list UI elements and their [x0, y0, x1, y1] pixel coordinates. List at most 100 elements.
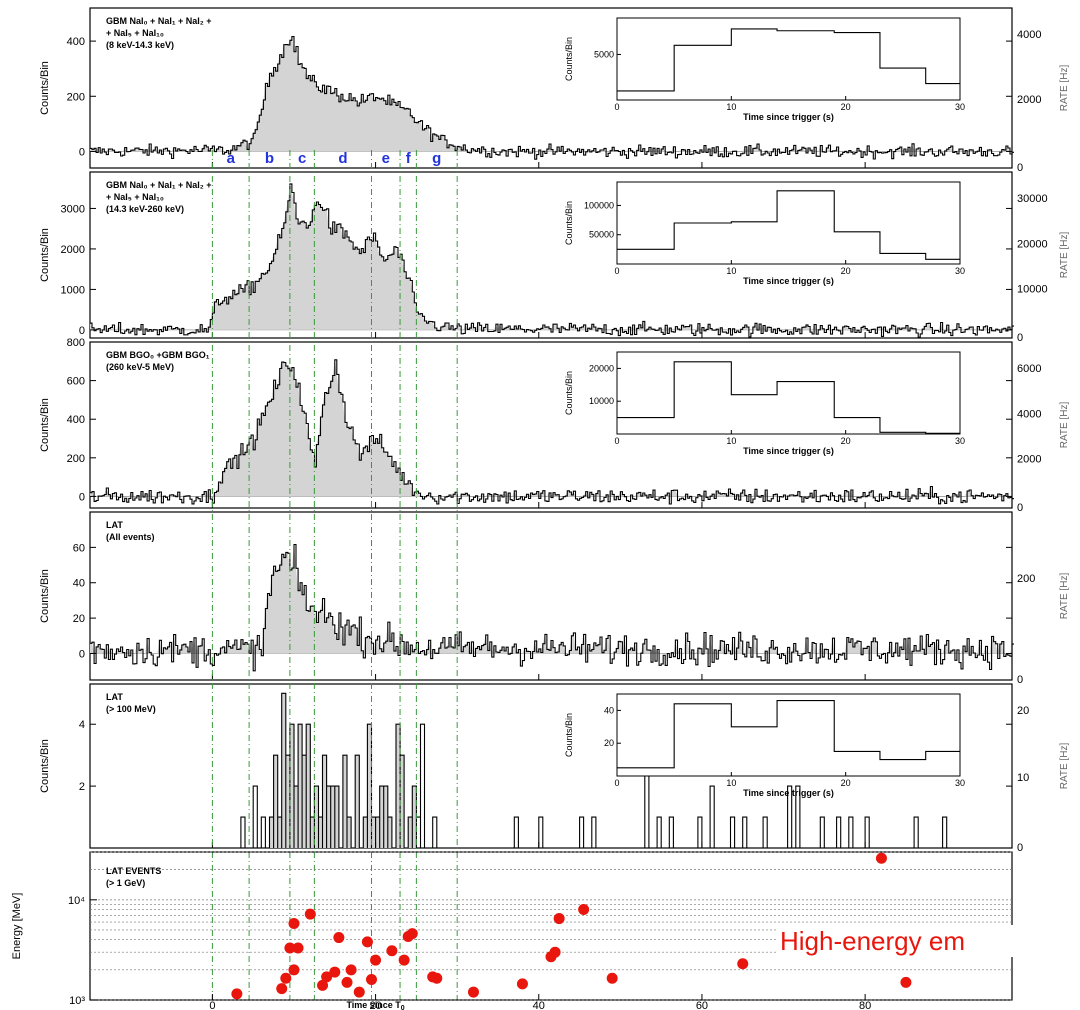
right-tick-label: 0 — [1017, 674, 1023, 686]
y-tick-label: 3000 — [61, 203, 85, 215]
signal-fill — [90, 36, 1012, 152]
inset-y-label: Counts/Bin — [564, 713, 574, 757]
event-point — [467, 986, 479, 998]
inset-x-tick-label: 10 — [726, 436, 736, 446]
event-point — [317, 979, 329, 991]
signal-fill — [90, 359, 1012, 497]
panel-title: + NaI₅ + NaI₁₀ — [106, 192, 164, 202]
period-label-d: d — [338, 150, 347, 167]
period-label-b: b — [265, 150, 274, 167]
inset-x-tick-label: 20 — [841, 266, 851, 276]
inset-frame — [616, 693, 961, 777]
right-tick-label: 2000 — [1017, 454, 1041, 466]
panel-title: GBM NaI₀ + NaI₁ + NaI₂ + — [106, 180, 212, 190]
event-point — [549, 946, 561, 958]
inset-nai-high: 0 10 20 30 50000 100000 Time since trigger (s)… — [564, 181, 965, 286]
y-tick-label: 4 — [79, 719, 85, 731]
inset-x-tick-label: 0 — [614, 778, 619, 788]
right-axis-label: RATE [Hz] — [1059, 743, 1070, 790]
panel-title: (14.3 keV-260 keV) — [106, 204, 184, 214]
event-point — [280, 972, 292, 984]
inset-histogram — [617, 190, 960, 260]
y-tick-label: 0 — [79, 648, 85, 660]
event-point — [398, 954, 410, 966]
panel-title: (8 keV-14.3 keV) — [106, 40, 174, 50]
y-tick-label: 2 — [79, 781, 85, 793]
inset-histogram — [617, 361, 960, 434]
panel-title: (> 100 MeV) — [106, 704, 156, 714]
inset-y-tick-label: 20000 — [589, 363, 614, 373]
event-point — [606, 972, 618, 984]
y-axis-label: Energy [MeV] — [11, 893, 23, 960]
x-tick-label: 0 — [209, 1000, 215, 1010]
y-tick-label: 600 — [67, 376, 85, 388]
y-tick-label: 40 — [73, 578, 85, 590]
event-point — [292, 942, 304, 954]
inset-y-tick-label: 40 — [604, 705, 614, 715]
y-tick-label: 200 — [67, 91, 85, 103]
inset-y-tick-label: 100000 — [584, 200, 614, 210]
panel-lat-all: 0 20 40 60 200 0 RATE [Hz] Counts/Bin LAT (All ev… — [39, 511, 1070, 686]
lightcurve-line — [90, 543, 1014, 672]
lightcurve-line — [90, 359, 1014, 505]
event-point — [875, 852, 887, 864]
inset-x-tick-label: 0 — [614, 436, 619, 446]
panel-title: GBM NaI₀ + NaI₁ + NaI₂ + — [106, 16, 212, 26]
y-tick-label: 400 — [67, 414, 85, 426]
x-axis-label: Time since T0 — [346, 1000, 404, 1010]
inset-frame — [616, 181, 961, 265]
event-point — [737, 958, 749, 970]
annotation-bg — [778, 925, 1080, 957]
event-point — [406, 928, 418, 940]
inset-x-tick-label: 10 — [726, 266, 736, 276]
inset-y-tick-label: 50000 — [589, 230, 614, 240]
y-axis-label: Counts/Bin — [39, 61, 51, 115]
inset-x-tick-label: 30 — [955, 778, 965, 788]
inset-x-tick-label: 10 — [726, 778, 736, 788]
right-tick-label: 4000 — [1017, 408, 1041, 420]
signal-fill — [90, 544, 1012, 654]
y-tick-label: 1000 — [61, 284, 85, 296]
lightcurve-line — [90, 36, 1014, 160]
inset-histogram — [617, 700, 960, 769]
signal-fill — [90, 183, 1012, 330]
event-point — [341, 976, 353, 988]
inset-x-label: Time since trigger (s) — [743, 788, 834, 798]
annotation-text: High-energy em — [780, 926, 965, 956]
inset-x-tick-label: 30 — [955, 266, 965, 276]
inset-x-label: Time since trigger (s) — [743, 446, 834, 456]
right-tick-label: 0 — [1017, 332, 1023, 344]
period-label-a: a — [227, 150, 236, 167]
right-axis-label: RATE [Hz] — [1059, 65, 1070, 112]
inset-lat-100: 0 10 20 30 20 40 Time since trigger (s) Counts/… — [564, 693, 965, 798]
y-tick-label: 0 — [79, 325, 85, 337]
right-tick-label: 0 — [1017, 162, 1023, 174]
inset-y-label: Counts/Bin — [564, 371, 574, 415]
panel-title: LAT EVENTS — [106, 866, 161, 876]
right-tick-label: 10000 — [1017, 284, 1048, 296]
y-tick-label: 200 — [67, 453, 85, 465]
event-point — [304, 908, 316, 920]
inset-bgo: 0 10 20 30 10000 20000 Time since trigger (s) C… — [564, 351, 965, 456]
inset-y-tick-label: 10000 — [589, 396, 614, 406]
inset-x-tick-label: 10 — [726, 102, 736, 112]
right-tick-label: 6000 — [1017, 363, 1041, 375]
panel-frame — [89, 341, 1013, 509]
y-tick-label: 10⁴ — [68, 895, 85, 907]
event-point — [553, 913, 565, 925]
inset-x-tick-label: 20 — [841, 102, 851, 112]
inset-y-label: Counts/Bin — [564, 37, 574, 81]
panel-frame — [89, 511, 1013, 681]
inset-x-tick-label: 30 — [955, 436, 965, 446]
inset-x-tick-label: 30 — [955, 102, 965, 112]
event-point — [578, 904, 590, 916]
panel-title: LAT — [106, 520, 123, 530]
event-point — [516, 978, 528, 990]
event-point — [284, 942, 296, 954]
y-tick-label: 60 — [73, 542, 85, 554]
panel-title: (260 keV-5 MeV) — [106, 362, 174, 372]
inset-frame — [616, 351, 961, 435]
y-axis-label: Counts/Bin — [39, 228, 51, 282]
